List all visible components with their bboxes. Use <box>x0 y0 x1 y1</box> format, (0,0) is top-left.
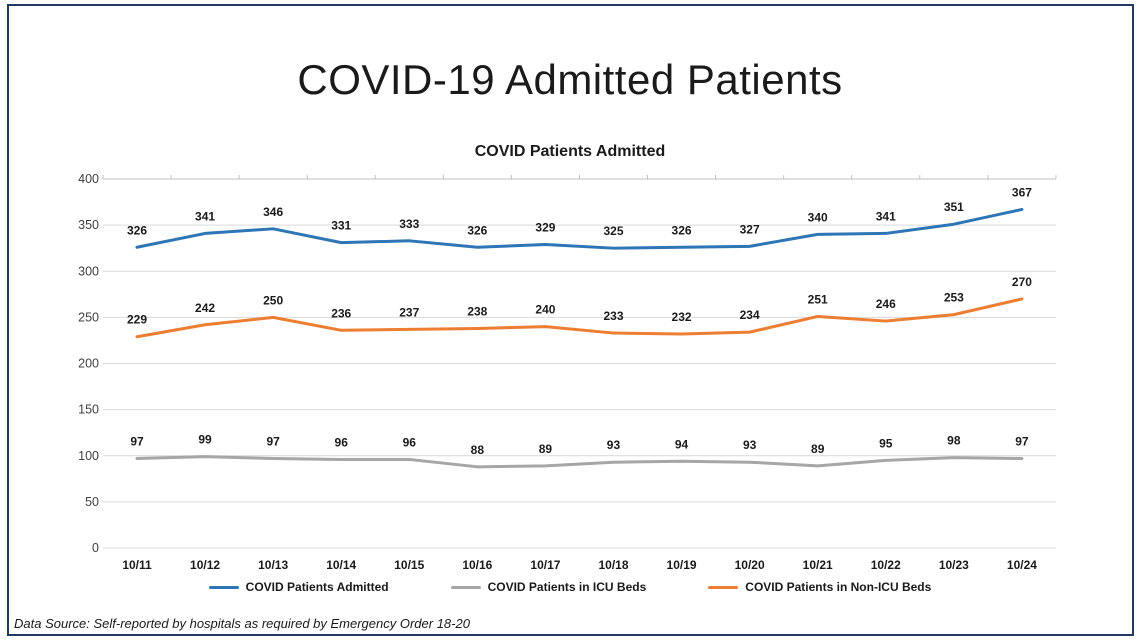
data-label: 97 <box>1015 435 1029 449</box>
data-label: 95 <box>879 436 893 450</box>
gridlines <box>103 178 1056 549</box>
series-2-data-labels: 229 242 250 236 237 238 240 233 232 234 251 246 253 2… <box>127 275 1032 327</box>
data-label: 93 <box>607 438 621 452</box>
y-tick-label: 150 <box>78 403 99 417</box>
data-label: 340 <box>808 210 828 224</box>
data-label: 97 <box>266 435 280 449</box>
series-2[interactable] <box>135 297 1024 339</box>
data-label: 94 <box>675 437 689 451</box>
y-axis-tick-labels: 0 50 100 150 200 250 300 350 400 <box>78 172 99 555</box>
x-tick-label: 10/18 <box>598 558 628 572</box>
x-axis-tick-labels: 10/11 10/12 10/13 10/14 10/15 10/16 10/17 10/18… <box>122 558 1037 572</box>
x-tick-label: 10/21 <box>803 558 833 572</box>
x-tick-label: 10/12 <box>190 558 220 572</box>
data-label: 341 <box>876 209 896 223</box>
data-label: 326 <box>672 223 692 237</box>
y-tick-label: 350 <box>78 218 99 232</box>
y-tick-label: 300 <box>78 264 99 278</box>
legend-label: COVID Patients Admitted <box>245 580 389 594</box>
data-label: 326 <box>467 223 487 237</box>
page-border <box>7 4 1134 636</box>
x-tick-label: 10/23 <box>939 558 969 572</box>
y-tick-label: 250 <box>78 310 99 324</box>
x-tick-label: 10/19 <box>667 558 697 572</box>
chart-title: COVID Patients Admitted <box>474 143 666 160</box>
y-tick-label: 200 <box>78 357 99 371</box>
data-label: 96 <box>335 435 349 449</box>
data-label: 351 <box>944 200 964 214</box>
data-label: 242 <box>195 301 215 315</box>
data-label: 327 <box>740 222 760 236</box>
data-label: 89 <box>811 442 825 456</box>
data-label: 236 <box>331 306 351 320</box>
legend-item-icu[interactable]: COVID Patients in ICU Beds <box>450 580 647 594</box>
data-label: 238 <box>467 304 487 318</box>
legend-line-marker-admitted <box>208 585 239 589</box>
chart-legend: COVID Patients Admitted COVID Patients i… <box>0 580 1140 594</box>
series-line-0[interactable] <box>135 207 1024 250</box>
y-tick-label: 400 <box>78 172 99 186</box>
y-tick-label: 0 <box>92 541 99 555</box>
data-label: 93 <box>743 438 757 452</box>
legend-line-marker-icu <box>450 585 481 589</box>
x-tick-label: 10/20 <box>735 558 765 572</box>
x-tick-label: 10/24 <box>1007 558 1037 572</box>
data-label: 232 <box>672 310 692 324</box>
data-label: 326 <box>127 223 147 237</box>
data-label: 367 <box>1012 185 1032 199</box>
y-tick-label: 100 <box>78 449 99 463</box>
data-label: 240 <box>535 303 555 317</box>
data-label: 233 <box>603 309 623 323</box>
data-label: 346 <box>263 205 283 219</box>
series-0-data-labels: 326 341 346 331 333 326 329 325 326 327 340 341 351 3… <box>127 185 1032 238</box>
data-label: 246 <box>876 297 896 311</box>
x-tick-label: 10/17 <box>530 558 560 572</box>
data-label: 251 <box>808 292 828 306</box>
data-label: 99 <box>198 433 212 447</box>
legend-item-admitted[interactable]: COVID Patients Admitted <box>208 580 389 594</box>
legend-item-non-icu[interactable]: COVID Patients in Non-ICU Beds <box>708 580 931 594</box>
data-label: 229 <box>127 313 147 327</box>
data-label: 89 <box>539 442 553 456</box>
data-label: 270 <box>1012 275 1032 289</box>
page-title: COVID-19 Admitted Patients <box>297 56 843 103</box>
data-label: 96 <box>403 435 417 449</box>
series-line-2[interactable] <box>135 297 1024 339</box>
data-label: 333 <box>399 217 419 231</box>
series-0[interactable] <box>135 207 1024 250</box>
x-tick-label: 10/13 <box>258 558 288 572</box>
data-label: 329 <box>535 220 555 234</box>
data-label: 253 <box>944 291 964 305</box>
x-tick-label: 10/22 <box>871 558 901 572</box>
series-1-data-labels: 97 99 97 96 96 88 89 93 94 93 89 95 98 97 <box>130 433 1029 457</box>
legend-label: COVID Patients in Non-ICU Beds <box>745 580 932 594</box>
x-tick-label: 10/11 <box>122 558 152 572</box>
data-label: 331 <box>331 219 351 233</box>
data-label: 97 <box>130 435 144 449</box>
x-tick-label: 10/16 <box>462 558 492 572</box>
data-label: 341 <box>195 209 215 223</box>
data-source-note: Data Source: Self-reported by hospitals … <box>14 616 470 631</box>
x-tick-label: 10/14 <box>326 558 356 572</box>
top-axis-ticks <box>102 175 1057 179</box>
data-label: 88 <box>471 443 485 457</box>
data-label: 98 <box>947 434 961 448</box>
series-line-1[interactable] <box>135 455 1024 469</box>
legend-label: COVID Patients in ICU Beds <box>487 580 647 594</box>
data-label: 250 <box>263 293 283 307</box>
series-1[interactable] <box>135 455 1024 469</box>
x-tick-label: 10/15 <box>394 558 424 572</box>
y-tick-label: 50 <box>85 495 99 509</box>
data-label: 325 <box>603 224 623 238</box>
data-label: 234 <box>740 308 760 322</box>
data-label: 237 <box>399 305 419 319</box>
legend-line-marker-non-icu <box>708 585 739 589</box>
